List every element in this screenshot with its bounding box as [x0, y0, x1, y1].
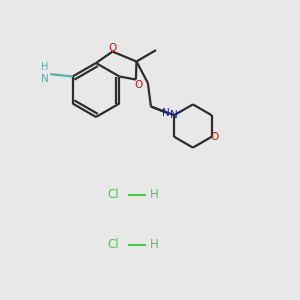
Text: H: H	[41, 62, 48, 73]
Text: N: N	[170, 110, 178, 120]
Text: O: O	[108, 43, 117, 53]
Text: N: N	[162, 107, 170, 118]
Text: H: H	[150, 238, 159, 251]
Text: Cl: Cl	[108, 188, 119, 202]
Text: N: N	[41, 74, 49, 84]
Text: Cl: Cl	[108, 238, 119, 251]
Text: O: O	[211, 132, 219, 142]
Text: O: O	[134, 80, 142, 90]
Text: H: H	[150, 188, 159, 202]
